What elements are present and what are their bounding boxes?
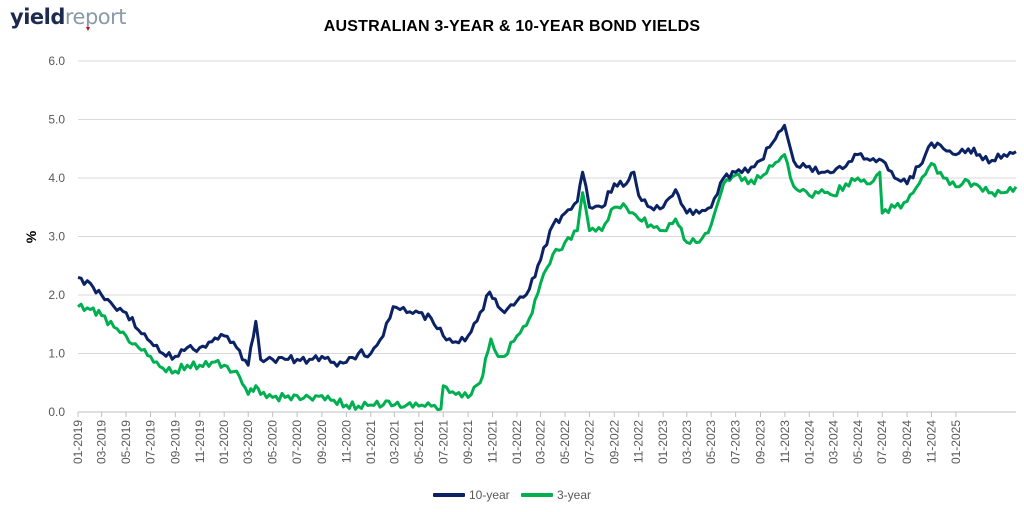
x-tick-label: 11-2024 xyxy=(924,420,938,463)
legend-item-3-year: 3-year xyxy=(521,488,591,502)
logo-part-yield: yield xyxy=(10,5,65,29)
x-tick-label: 11-2023 xyxy=(778,420,792,463)
x-tick-label: 07-2021 xyxy=(436,420,450,464)
x-tick-label: 11-2020 xyxy=(339,420,353,463)
x-tick-label: 05-2023 xyxy=(704,420,718,464)
y-axis-ticks: 0.0 1.0 2.0 3.0 4.0 5.0 6.0 xyxy=(48,54,65,419)
x-tick-label: 09-2022 xyxy=(607,420,621,464)
legend-item-10-year: 10-year xyxy=(432,488,510,502)
x-tick-label: 03-2021 xyxy=(387,420,401,464)
x-tick-label: 01-2021 xyxy=(364,420,378,464)
y-tick-label: 2.0 xyxy=(48,288,65,302)
x-tick-label: 07-2022 xyxy=(582,420,596,464)
y-axis-label: % xyxy=(23,230,39,243)
x-tick-label: 11-2021 xyxy=(486,420,500,463)
series-lines xyxy=(77,123,1018,412)
x-tick-label: 07-2023 xyxy=(729,420,743,464)
x-tick-label: 09-2024 xyxy=(900,420,914,464)
x-tick-label: 03-2019 xyxy=(95,420,109,464)
x-tick-label: 09-2023 xyxy=(753,420,767,464)
x-tick-label: 11-2022 xyxy=(632,420,646,463)
x-axis-ticks: 01-2019 03-2019 05-2019 07-2019 09-2019 11-20… xyxy=(71,412,963,464)
yieldreport-logo: yieldreport xyxy=(10,4,127,31)
logo-red-marker xyxy=(86,27,90,31)
y-tick-label: 4.0 xyxy=(48,171,65,185)
x-tick-label: 09-2019 xyxy=(168,420,182,464)
logo-part-report: report xyxy=(64,5,127,29)
x-tick-label: 07-2020 xyxy=(290,420,304,464)
y-tick-label: 6.0 xyxy=(48,54,65,68)
x-tick-label: 01-2024 xyxy=(802,420,816,464)
x-tick-label: 07-2019 xyxy=(143,420,157,464)
legend-swatch-3-year xyxy=(521,493,553,497)
x-tick-label: 05-2021 xyxy=(412,420,426,464)
x-tick-label: 09-2021 xyxy=(461,420,475,464)
x-tick-label: 05-2019 xyxy=(119,420,133,464)
x-tick-label: 01-2019 xyxy=(71,420,85,464)
legend-label-3-year: 3-year xyxy=(557,488,592,502)
x-tick-label: 03-2020 xyxy=(241,420,255,464)
x-tick-label: 11-2019 xyxy=(193,420,207,463)
chart-legend: 10-year 3-year xyxy=(0,486,1024,502)
x-tick-label: 03-2022 xyxy=(534,420,548,464)
x-tick-label: 03-2023 xyxy=(680,420,694,464)
x-tick-label: 01-2023 xyxy=(656,420,670,464)
x-tick-label: 03-2024 xyxy=(826,420,840,464)
legend-swatch-10-year xyxy=(432,493,465,497)
x-tick-label: 01-2020 xyxy=(217,420,231,464)
x-tick-label: 05-2024 xyxy=(851,420,865,464)
y-tick-label: 1.0 xyxy=(48,347,65,361)
legend-label-10-year: 10-year xyxy=(468,488,510,502)
y-tick-label: 5.0 xyxy=(48,113,65,127)
series-line-3-year xyxy=(77,153,1018,412)
x-tick-label: 09-2020 xyxy=(315,420,329,464)
series-line-10-year xyxy=(77,123,1017,368)
y-tick-label: 0.0 xyxy=(48,405,65,419)
chart-title: AUSTRALIAN 3-YEAR & 10-YEAR BOND YIELDS xyxy=(323,18,701,35)
x-tick-label: 01-2022 xyxy=(510,420,524,464)
x-tick-label: 01-2025 xyxy=(949,420,963,464)
y-tick-label: 3.0 xyxy=(48,230,65,244)
x-tick-label: 07-2024 xyxy=(875,420,889,464)
x-tick-label: 05-2020 xyxy=(266,420,280,464)
x-tick-label: 05-2022 xyxy=(558,420,572,464)
